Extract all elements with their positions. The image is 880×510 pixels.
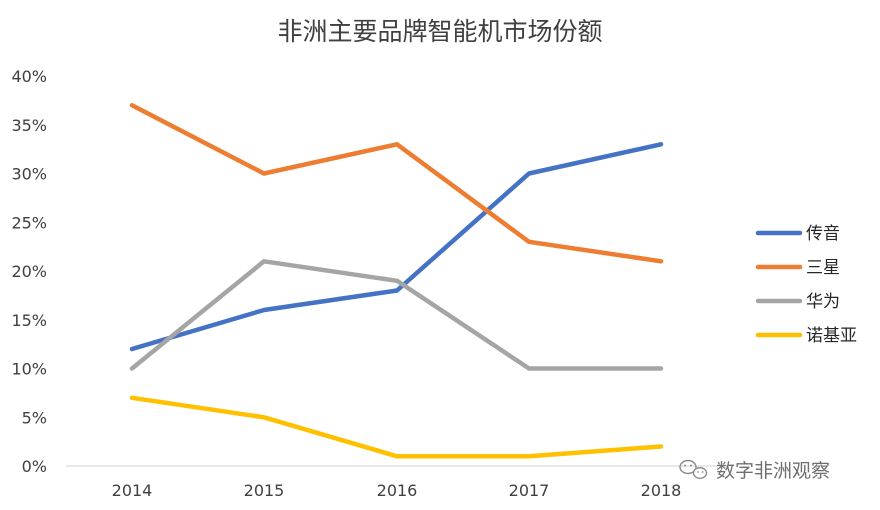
y-tick-label: 20% [11, 262, 47, 281]
x-tick-label: 2015 [244, 481, 285, 500]
legend-label: 传音 [806, 224, 840, 244]
series-1-line [129, 103, 664, 264]
legend-label: 三星 [806, 258, 840, 278]
series-3-line [129, 395, 664, 459]
y-tick-label: 30% [11, 165, 47, 184]
x-tick-label: 2017 [509, 481, 550, 500]
y-axis-tick-labels: 0% 5% 10% 15% 20% 25% 30% 35% 40% [11, 67, 47, 476]
chart-title: 非洲主要品牌智能机市场份额 [277, 17, 602, 46]
watermark: 数字非洲观察 [679, 459, 830, 482]
legend-label: 华为 [806, 292, 840, 312]
x-tick-label: 2018 [641, 481, 682, 500]
x-tick-label: 2016 [377, 481, 418, 500]
wechat-icon [679, 459, 708, 480]
series-lines [129, 103, 664, 459]
x-tick-label: 2014 [112, 481, 153, 500]
y-tick-label: 35% [11, 116, 47, 135]
y-tick-label: 5% [22, 408, 47, 427]
y-tick-label: 25% [11, 213, 47, 232]
y-tick-label: 0% [22, 457, 47, 476]
watermark-text: 数字非洲观察 [716, 460, 830, 482]
x-axis-tick-labels: 2014 2015 2016 2017 2018 [112, 481, 682, 500]
y-tick-label: 10% [11, 360, 47, 379]
series-2-line [129, 259, 664, 371]
y-tick-label: 15% [11, 311, 47, 330]
series-0-line [129, 142, 664, 352]
y-tick-label: 40% [11, 67, 47, 86]
legend-label: 诺基亚 [806, 326, 857, 346]
